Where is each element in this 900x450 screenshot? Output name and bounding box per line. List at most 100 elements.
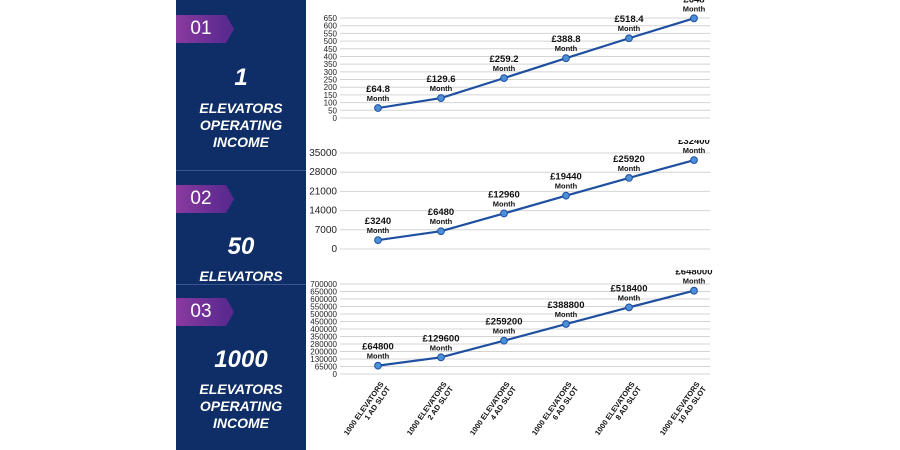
panel-divider (176, 170, 306, 171)
data-label: £129.6 (426, 74, 455, 85)
data-label: £129600 (423, 333, 460, 344)
y-tick-label: 150 (324, 91, 338, 100)
badge-label: 02 (190, 188, 212, 209)
data-point (562, 320, 570, 328)
badge-01: 01 (176, 15, 234, 43)
data-point (437, 227, 445, 236)
y-tick-label: 300 (324, 68, 338, 77)
series-line (377, 289, 695, 367)
caption-line: ELEVATORS (199, 381, 283, 397)
series-line (377, 159, 695, 242)
caption-line: INCOME (213, 415, 269, 431)
data-label: £648 (683, 0, 704, 5)
badge-label: 03 (190, 301, 212, 322)
data-label-unit: Month (683, 146, 706, 155)
y-tick-label: 550 (324, 29, 338, 38)
y-tick-label: 200000 (310, 348, 337, 357)
data-point (500, 74, 508, 83)
y-tick-label: 650000 (310, 288, 337, 297)
data-label: £518.4 (614, 14, 644, 25)
y-tick-label: 35000 (309, 148, 337, 159)
data-label: £518400 (611, 283, 648, 294)
data-label-unit: Month (493, 64, 516, 73)
data-label-unit: Month (430, 84, 453, 93)
data-point (374, 236, 382, 245)
y-tick-label: 550000 (310, 303, 337, 312)
data-label: £64800 (362, 342, 394, 353)
y-tick-label: 600 (324, 22, 338, 31)
data-point (625, 303, 633, 312)
data-label: £648000 (676, 270, 713, 278)
y-tick-label: 250 (324, 76, 338, 85)
caption-line: ELEVATORS (199, 268, 283, 284)
y-tick-label: 0 (333, 114, 338, 123)
data-label-unit: Month (430, 217, 453, 226)
data-label: £32400 (678, 140, 710, 147)
data-label: £259.2 (489, 54, 518, 65)
y-tick-label: 600000 (310, 295, 337, 304)
data-point (562, 54, 570, 63)
series-line (377, 17, 695, 110)
data-point (500, 209, 508, 218)
data-label-unit: Month (618, 24, 641, 33)
data-label-unit: Month (493, 199, 516, 208)
y-tick-label: 500000 (310, 310, 337, 319)
data-label-unit: Month (555, 44, 578, 53)
badge-02: 02 (176, 185, 234, 213)
panel-caption: ELEVATORS OPERATING INCOME (176, 381, 306, 432)
data-label-unit: Month (367, 226, 390, 235)
panel-divider (176, 284, 306, 285)
data-label-unit: Month (367, 352, 390, 361)
caption-line: INCOME (213, 134, 269, 150)
data-label-unit: Month (683, 4, 706, 13)
y-tick-label: 28000 (309, 167, 337, 178)
data-label-unit: Month (430, 343, 453, 352)
panel-number: 50 (227, 233, 255, 260)
y-tick-label: 50 (328, 106, 337, 115)
panel-number: 1000 (214, 346, 268, 373)
data-label: £12960 (488, 189, 520, 200)
badge-03: 03 (176, 298, 234, 326)
y-tick-label: 0 (333, 370, 338, 379)
data-point (437, 94, 445, 102)
x-tick-label-line: 1000 ELEVATORS (405, 380, 449, 437)
y-tick-label: 500 (324, 37, 338, 46)
y-tick-label: 21000 (309, 186, 337, 197)
panel-number: 1 (234, 64, 248, 91)
data-point (500, 336, 508, 345)
y-tick-label: 14000 (309, 206, 337, 217)
y-tick-label: 700000 (310, 280, 337, 289)
data-label-unit: Month (493, 327, 516, 336)
data-point (374, 361, 382, 370)
y-tick-label: 7000 (315, 225, 338, 236)
badge-label: 01 (190, 18, 212, 39)
data-label: £259200 (486, 317, 523, 328)
data-label: £64.8 (366, 84, 390, 95)
x-tick-label-line: 1000 ELEVATORS (468, 380, 512, 437)
income-chart-50: 0700014000210002800035000£3240Month£6480… (309, 140, 710, 255)
x-tick-label-line: 1000 ELEVATORS (530, 380, 574, 437)
panel-caption: ELEVATORS OPERATING INCOME (176, 100, 306, 151)
data-point (690, 286, 698, 295)
left-panel (176, 0, 306, 450)
y-tick-label: 650 (324, 14, 338, 23)
data-point (690, 156, 698, 165)
y-tick-label: 350000 (310, 333, 337, 342)
y-tick-label: 0 (331, 244, 337, 255)
data-label-unit: Month (618, 164, 641, 173)
x-tick-label-line: 1000 ELEVATORS (593, 380, 637, 437)
data-label: £388.8 (551, 34, 580, 45)
data-label: £6480 (428, 207, 454, 218)
y-tick-label: 200 (324, 83, 338, 92)
caption-line: OPERATING (199, 117, 283, 133)
data-label-unit: Month (618, 293, 641, 302)
data-label: £19440 (550, 172, 582, 183)
x-tick-label-line: 1000 ELEVATORS (342, 380, 386, 437)
y-tick-label: 100 (324, 99, 338, 108)
